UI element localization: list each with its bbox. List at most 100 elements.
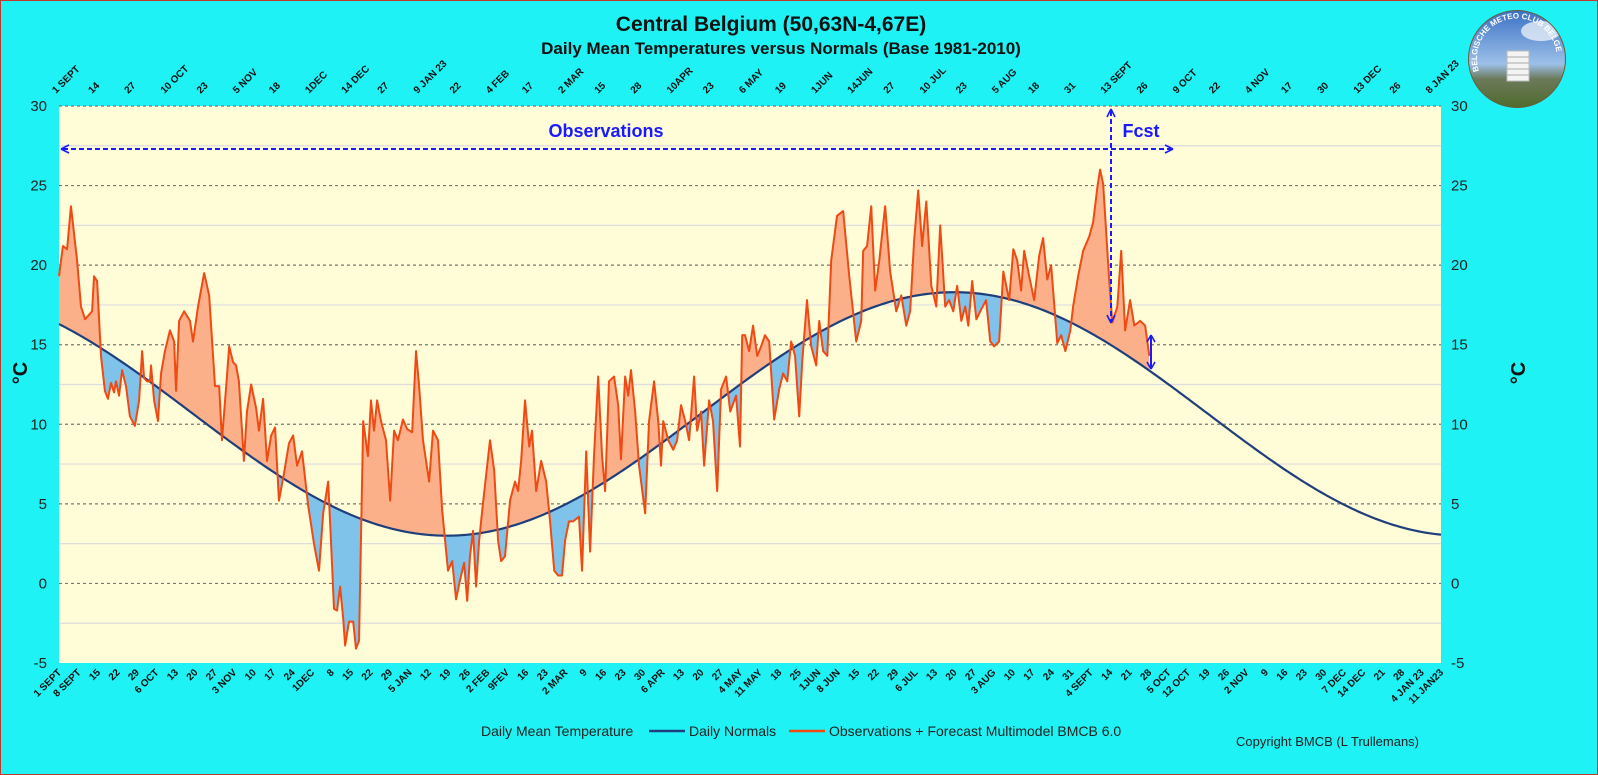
- x-tick-label-bottom: 8: [325, 667, 337, 679]
- x-tick-label-top: 27: [882, 80, 898, 96]
- y-axis-title-left: °C: [10, 362, 32, 384]
- x-tick-label-bottom: 24: [1041, 667, 1057, 683]
- y-tick-label-left: 5: [39, 496, 47, 513]
- x-axis-top: 1 SEPT 14 27 10 OCT 23 5 NOV 18 1DEC 14 DEC 27 9 J…: [50, 58, 1462, 96]
- x-tick-label-bottom: 15: [87, 667, 103, 683]
- x-tick-label-top: 19: [773, 80, 789, 96]
- chart-title: Central Belgium (50,63N-4,67E): [616, 13, 926, 36]
- x-tick-label-top: 2 MAR: [556, 66, 586, 96]
- x-tick-label-bottom: 20: [944, 667, 960, 683]
- y-tick-label-left: 25: [30, 178, 47, 195]
- x-tick-label-top: 13 DEC: [1352, 64, 1385, 97]
- x-tick-label-top: 13 SEPT: [1099, 60, 1135, 96]
- x-tick-label-top: 14JUN: [846, 66, 876, 96]
- x-tick-label-top: 31: [1063, 80, 1079, 96]
- x-tick-label-bottom: 19: [438, 667, 454, 683]
- x-tick-label-bottom: 16: [593, 667, 609, 683]
- observations-line: [58, 168, 1151, 650]
- x-tick-label-bottom: 6 JUL: [894, 667, 921, 694]
- y-tick-label-right: 10: [1451, 416, 1468, 433]
- x-tick-label-bottom: 15: [847, 667, 863, 683]
- y-tick-label-right: -5: [1451, 655, 1464, 672]
- x-tick-label-top: 10 JUL: [918, 65, 949, 96]
- x-tick-label-top: 27: [376, 80, 392, 96]
- copyright: Copyright BMCB (L Trullemans): [1236, 734, 1419, 749]
- y-tick-label-right: 0: [1451, 575, 1459, 592]
- x-tick-label-top: 17: [520, 80, 536, 96]
- x-tick-label-bottom: 9: [578, 667, 590, 679]
- annotations: [60, 108, 1174, 370]
- x-tick-label-bottom: 20: [691, 667, 707, 683]
- x-tick-label-bottom: 23: [613, 667, 629, 683]
- x-tick-label-bottom: 20: [185, 667, 201, 683]
- x-tick-label-bottom: 10: [243, 667, 259, 683]
- x-tick-label-bottom: 21: [1372, 667, 1388, 683]
- x-tick-label-bottom: 13: [165, 667, 181, 683]
- x-tick-label-bottom: 17: [263, 667, 279, 683]
- x-tick-label-bottom: 9: [1259, 667, 1271, 679]
- x-tick-label-top: 1DEC: [303, 69, 330, 96]
- legend-normals: Daily Normals: [689, 723, 776, 739]
- x-tick-label-bottom: 12: [418, 667, 434, 683]
- arrowhead-left-icon: [60, 144, 70, 154]
- x-tick-label-top: 26: [1135, 80, 1151, 96]
- chart-subtitle: Daily Mean Temperatures versus Normals (…: [541, 39, 1021, 58]
- x-tick-label-top: 1JUN: [809, 70, 835, 96]
- x-tick-label-bottom: 16: [516, 667, 532, 683]
- x-tick-label-top: 4 NOV: [1243, 67, 1272, 96]
- anomaly-fills: [59, 169, 1150, 649]
- x-tick-label-top: 22: [1207, 80, 1223, 96]
- legend-observations: Observations + Forecast Multimodel BMCB …: [829, 723, 1121, 739]
- x-tick-label-bottom: 18: [769, 667, 785, 683]
- y-tick-label-right: 20: [1451, 257, 1468, 274]
- y-tick-label-right: 5: [1451, 496, 1459, 513]
- x-tick-label-bottom: 21: [1119, 667, 1135, 683]
- observations-label: Observations: [548, 121, 663, 141]
- below-normal-fill: [59, 292, 1150, 649]
- y-tick-label-left: -5: [34, 655, 47, 672]
- x-tick-label-top: 1 SEPT: [50, 64, 82, 96]
- y-tick-label-right: 25: [1451, 178, 1468, 195]
- x-tick-label-top: 17: [1279, 80, 1295, 96]
- x-tick-label-top: 30: [1316, 80, 1332, 96]
- y-axis-right: -5 0 5 10 15 20 25 30: [1451, 98, 1468, 672]
- x-tick-label-bottom: 13: [924, 667, 940, 683]
- x-tick-label-top: 6 MAY: [737, 67, 766, 96]
- x-tick-label-top: 14: [86, 80, 102, 96]
- x-tick-label-bottom: 22: [107, 667, 123, 683]
- x-tick-label-top: 14 DEC: [340, 64, 373, 97]
- y-tick-label-left: 15: [30, 337, 47, 354]
- y-axis-title-right: °C: [1508, 362, 1530, 384]
- arrowhead-vertical-icon: [1106, 108, 1116, 324]
- y-tick-label-left: 10: [30, 416, 47, 433]
- x-tick-label-bottom: 15: [340, 667, 356, 683]
- x-tick-label-bottom: 19: [1197, 667, 1213, 683]
- x-tick-label-bottom: 22: [360, 667, 376, 683]
- y-tick-label-right: 15: [1451, 337, 1468, 354]
- x-tick-label-bottom: 23: [1294, 667, 1310, 683]
- y-tick-label-left: 0: [39, 575, 47, 592]
- arrowhead-double-icon: [1146, 334, 1156, 370]
- x-tick-label-top: 26: [1388, 80, 1404, 96]
- x-tick-label-top: 22: [448, 80, 464, 96]
- x-tick-label-top: 18: [1026, 80, 1042, 96]
- x-tick-label-top: 5 NOV: [231, 67, 260, 96]
- x-tick-label-top: 9 JAN 23: [412, 58, 450, 96]
- x-tick-label-bottom: 17: [1022, 667, 1038, 683]
- y-axis-left: -5 0 5 10 15 20 25 30: [30, 98, 47, 672]
- x-tick-label-top: 15: [593, 80, 609, 96]
- x-tick-label-bottom: 14: [1100, 667, 1116, 683]
- forecast-label: Fcst: [1122, 121, 1159, 141]
- arrowhead-right-icon: [1164, 144, 1174, 154]
- x-tick-label-top: 23: [195, 80, 211, 96]
- gridlines: [59, 105, 1441, 624]
- x-tick-label-bottom: 10: [1002, 667, 1018, 683]
- y-tick-label-left: 20: [30, 257, 47, 274]
- y-tick-label-right: 30: [1451, 98, 1468, 115]
- x-tick-label-top: 10APR: [665, 65, 696, 96]
- normals-line: [58, 291, 1442, 537]
- bmcb-logo: BELGISCHE METEO CLUB BELGE: [1468, 10, 1566, 108]
